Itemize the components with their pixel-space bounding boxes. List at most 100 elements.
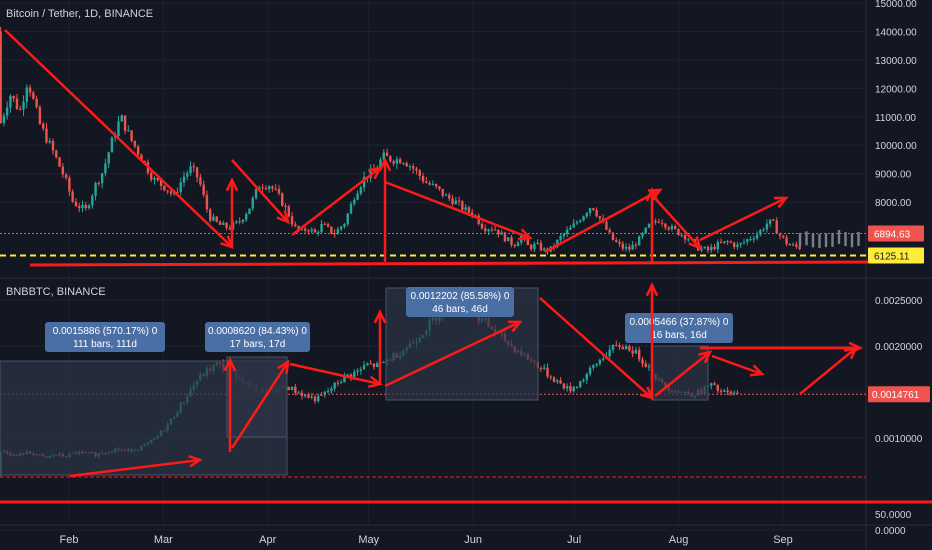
- trend-arrow-up[interactable]: [544, 188, 661, 254]
- bnb-candle: [647, 366, 651, 368]
- time-tick-label: Jun: [464, 534, 482, 546]
- btc-candle: [107, 152, 110, 164]
- price-label-text: 0.0014761: [872, 390, 920, 401]
- trend-arrow-down-head: [276, 210, 290, 225]
- btc-candle: [579, 220, 582, 222]
- bnb-candle: [582, 379, 585, 382]
- bnb-candle: [359, 369, 363, 371]
- btc-candle: [674, 226, 677, 229]
- trend-arrow-up-head: [188, 454, 203, 468]
- bnb-candle: [356, 370, 359, 372]
- btc-candle: [362, 176, 366, 188]
- btc-candle: [710, 246, 713, 251]
- bnb-candle: [346, 374, 349, 376]
- bnb-candle: [549, 376, 552, 378]
- btc-candle: [441, 188, 444, 196]
- btc-candle: [284, 205, 287, 207]
- btc-candle: [235, 221, 238, 223]
- trend-arrow-down[interactable]: [711, 354, 763, 376]
- btc-candle: [565, 229, 569, 234]
- btc-candle: [454, 200, 458, 205]
- measure-label-box: [406, 287, 514, 317]
- btc-candle: [104, 163, 107, 174]
- bnb-candle: [310, 396, 313, 398]
- bnb-candle: [562, 383, 566, 389]
- btc-candle: [749, 239, 752, 241]
- btc-candle: [768, 219, 772, 224]
- bnb-candle: [366, 363, 369, 366]
- btc-candle: [615, 240, 618, 242]
- price-label-box: [868, 225, 924, 242]
- btc-candle: [225, 222, 228, 228]
- btc-candle: [782, 235, 785, 238]
- btc-candle: [307, 230, 310, 232]
- trend-arrow-up[interactable]: [699, 196, 787, 242]
- time-tick-label: Mar: [154, 534, 173, 546]
- measure-label-bars: 46 bars, 46d: [432, 304, 488, 315]
- btc-candle: [621, 243, 625, 249]
- trend-arrow-up[interactable]: [654, 351, 711, 397]
- trend-arrow-down[interactable]: [384, 180, 531, 240]
- measure-box[interactable]: [226, 356, 288, 438]
- btc-candle: [477, 215, 480, 224]
- bnb-candle: [330, 388, 333, 392]
- bnb-candle: [323, 392, 327, 395]
- btc-candle: [713, 246, 716, 250]
- btc-candle: [5, 107, 9, 116]
- btc-candle: [189, 166, 192, 174]
- btc-candle: [143, 160, 146, 163]
- bnb-candle: [297, 392, 300, 394]
- btc-candle: [123, 115, 127, 131]
- btc-candle: [199, 177, 202, 185]
- btc-candle: [353, 199, 356, 204]
- btc-candle: [248, 208, 251, 214]
- trend-arrow-down[interactable]: [4, 29, 233, 248]
- trend-arrow-down[interactable]: [289, 362, 381, 386]
- trend-arrow-up[interactable]: [384, 320, 521, 388]
- price-tick-label: 10000.00: [875, 141, 917, 152]
- btc-projection-candle: [805, 231, 808, 246]
- trend-arrow-down[interactable]: [651, 194, 701, 249]
- trend-arrow-up-head: [373, 309, 387, 324]
- btc-projection-candle: [831, 232, 834, 247]
- btc-candle: [683, 235, 687, 240]
- trend-arrow-down[interactable]: [231, 159, 289, 223]
- btc-candle: [716, 241, 719, 250]
- btc-candle: [179, 182, 182, 193]
- bnb-candle: [569, 386, 572, 392]
- btc-candle: [297, 226, 300, 230]
- btc-candle: [795, 244, 798, 247]
- btc-candle: [775, 220, 778, 234]
- trend-arrow-down[interactable]: [539, 297, 653, 399]
- trend-arrow-up[interactable]: [230, 361, 290, 449]
- btc-candle: [218, 221, 222, 225]
- bnb-candle: [333, 382, 336, 389]
- btc-candle: [91, 195, 94, 206]
- bnb-candle: [349, 374, 353, 377]
- btc-candle: [159, 180, 163, 186]
- trend-arrow-up[interactable]: [69, 458, 201, 478]
- bnb-candle: [326, 391, 330, 393]
- btc-candle: [611, 232, 615, 241]
- trend-arrow-down-head: [688, 236, 702, 251]
- btc-candle: [166, 190, 169, 192]
- btc-candle: [729, 241, 733, 243]
- support-line-annotation[interactable]: [29, 260, 869, 267]
- trend-arrow-up[interactable]: [799, 347, 857, 395]
- btc-candle: [667, 227, 670, 230]
- price-tick-label: 0.0020000: [875, 342, 923, 353]
- btc-candle: [74, 201, 78, 207]
- measure-label-bars: 111 bars, 111d: [73, 339, 137, 350]
- trend-arrow-up[interactable]: [291, 167, 381, 236]
- btc-candle: [670, 226, 674, 230]
- btc-candle: [575, 221, 579, 224]
- btc-candle: [38, 107, 42, 124]
- btc-candle: [755, 234, 759, 239]
- bnb-candle: [719, 390, 723, 392]
- btc-candle: [582, 216, 585, 221]
- btc-candle: [130, 130, 133, 141]
- btc-candle: [526, 238, 530, 246]
- bnb-candle: [595, 363, 598, 366]
